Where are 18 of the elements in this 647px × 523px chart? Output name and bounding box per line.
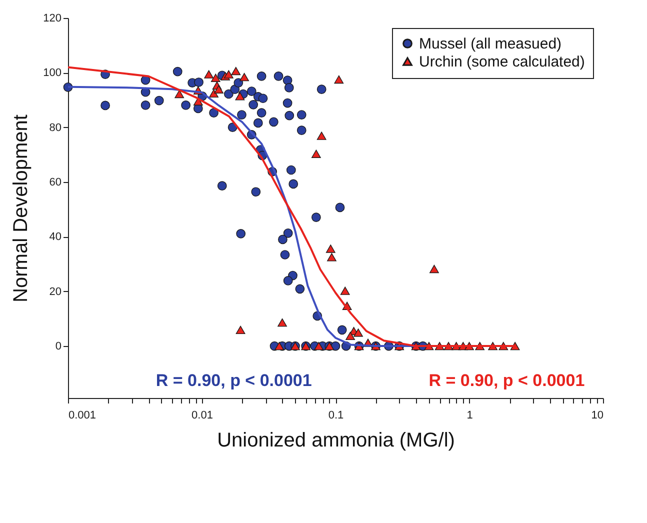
x-tick-label: 1 bbox=[466, 410, 473, 422]
y-axis-title: Normal Development bbox=[10, 114, 32, 302]
y-tick-label: 80 bbox=[49, 122, 62, 134]
y-tick-label: 120 bbox=[43, 12, 62, 24]
y-tick-label: 100 bbox=[43, 67, 62, 80]
x-tick-label: 0.01 bbox=[192, 410, 213, 422]
x-tick-label: 0.001 bbox=[68, 410, 96, 422]
y-tick-label: 60 bbox=[49, 176, 62, 189]
y-tick-label: 40 bbox=[49, 231, 62, 244]
x-tick-label: 0.1 bbox=[328, 410, 344, 422]
x-axis-title: Unionized ammonia (MG/l) bbox=[217, 430, 455, 452]
legend-label: Urchin (some calculated) bbox=[419, 54, 585, 70]
y-tick-label: 20 bbox=[49, 286, 62, 298]
annotation: R = 0.90, p < 0.0001 bbox=[156, 370, 312, 390]
x-tick-label: 10 bbox=[591, 410, 604, 422]
y-tick-label: 0 bbox=[55, 340, 62, 353]
legend-label: Mussel (all measued) bbox=[419, 36, 562, 52]
annotation: R = 0.90, p < 0.0001 bbox=[428, 370, 585, 390]
